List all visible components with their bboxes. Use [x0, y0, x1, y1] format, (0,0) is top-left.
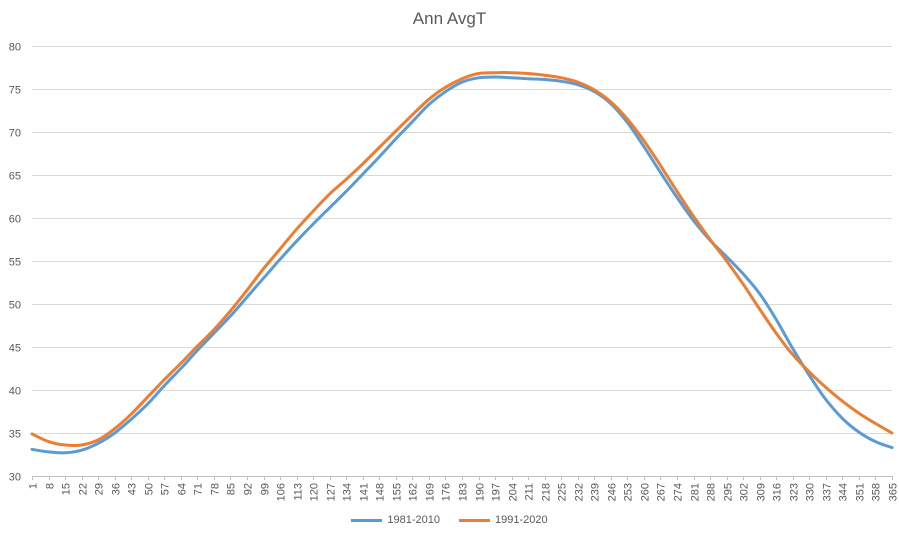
x-tick-label: 43: [127, 483, 139, 495]
x-tick-label: 281: [690, 483, 702, 501]
x-tick-label: 176: [441, 483, 453, 501]
x-tick-label: 211: [524, 483, 536, 501]
x-tick-label: 50: [144, 483, 156, 495]
legend-swatch-series-1: [351, 518, 383, 522]
x-tick-label: 36: [111, 483, 123, 495]
x-tick-label: 260: [640, 483, 652, 501]
x-axis-tick-labels: 1 8 15 22 29 36 43 50 57 64 71 78 85 92 99 106 113 120 127…: [28, 476, 899, 501]
x-tick-label: 288: [706, 483, 718, 501]
x-tick-label: 29: [94, 483, 106, 495]
x-tick-label: 1: [28, 483, 40, 489]
y-tick-label: 50: [9, 300, 21, 312]
x-tick-label: 141: [359, 483, 371, 501]
x-tick-label: 323: [789, 483, 801, 501]
x-tick-label: 106: [276, 483, 288, 501]
y-axis-tick-labels: 30 35 40 45 50 55 60 65 70 75 80: [9, 42, 21, 484]
x-tick-label: 358: [871, 483, 883, 501]
y-tick-label: 65: [9, 171, 21, 183]
x-tick-label: 134: [342, 483, 354, 501]
series-line-2: [30, 71, 894, 448]
x-tick-label: 197: [491, 483, 503, 501]
x-tick-label: 120: [309, 483, 321, 501]
x-tick-label: 365: [888, 483, 899, 501]
y-tick-label: 80: [9, 42, 21, 54]
legend: 1981-2010 1991-2020: [0, 514, 899, 526]
y-tick-label: 40: [9, 386, 21, 398]
y-tick-label: 45: [9, 343, 21, 355]
x-tick-label: 8: [45, 483, 57, 489]
x-tick-label: 71: [193, 483, 205, 495]
x-tick-label: 162: [408, 483, 420, 501]
x-tick-label: 155: [392, 483, 404, 501]
x-tick-label: 113: [293, 483, 305, 501]
x-tick-label: 316: [772, 483, 784, 501]
legend-item-series-1: 1981-2010: [351, 514, 440, 526]
x-tick-label: 309: [756, 483, 768, 501]
legend-item-series-2: 1991-2020: [459, 514, 548, 526]
x-tick-label: 253: [623, 483, 635, 501]
x-tick-label: 246: [607, 483, 619, 501]
gridlines: [32, 46, 892, 477]
x-tick-label: 218: [541, 483, 553, 501]
x-tick-label: 239: [590, 483, 602, 501]
x-tick-label: 22: [78, 483, 90, 495]
x-tick-label: 190: [475, 483, 487, 501]
series-line-1: [30, 75, 894, 455]
x-tick-label: 225: [557, 483, 569, 501]
y-tick-label: 55: [9, 257, 21, 269]
x-tick-label: 204: [508, 483, 520, 501]
x-tick-label: 351: [855, 483, 867, 501]
y-tick-label: 70: [9, 128, 21, 140]
x-tick-label: 127: [326, 483, 338, 501]
x-tick-label: 64: [177, 483, 189, 495]
legend-swatch-series-2: [459, 518, 491, 522]
x-tick-label: 330: [805, 483, 817, 501]
x-tick-label: 344: [838, 483, 850, 501]
x-tick-label: 267: [656, 483, 668, 501]
x-tick-label: 57: [160, 483, 172, 495]
x-tick-label: 85: [226, 483, 238, 495]
legend-label-series-2: 1991-2020: [495, 514, 548, 527]
x-tick-label: 99: [260, 483, 272, 495]
x-tick-label: 183: [458, 483, 470, 501]
x-tick-label: 232: [574, 483, 586, 501]
x-tick-label: 92: [243, 483, 255, 495]
x-tick-label: 78: [210, 483, 222, 495]
y-tick-label: 60: [9, 214, 21, 226]
x-tick-label: 148: [375, 483, 387, 501]
x-tick-label: 274: [673, 483, 685, 501]
series-lines: [30, 71, 894, 455]
legend-label-series-1: 1981-2010: [387, 514, 440, 527]
x-tick-label: 15: [61, 483, 73, 495]
chart-title: Ann AvgT: [412, 9, 487, 28]
x-tick-label: 337: [822, 483, 834, 501]
y-tick-label: 30: [9, 472, 21, 484]
y-tick-label: 75: [9, 85, 21, 97]
x-tick-label: 302: [739, 483, 751, 501]
x-tick-label: 295: [723, 483, 735, 501]
x-tick-label: 169: [425, 483, 437, 501]
y-tick-label: 35: [9, 429, 21, 441]
